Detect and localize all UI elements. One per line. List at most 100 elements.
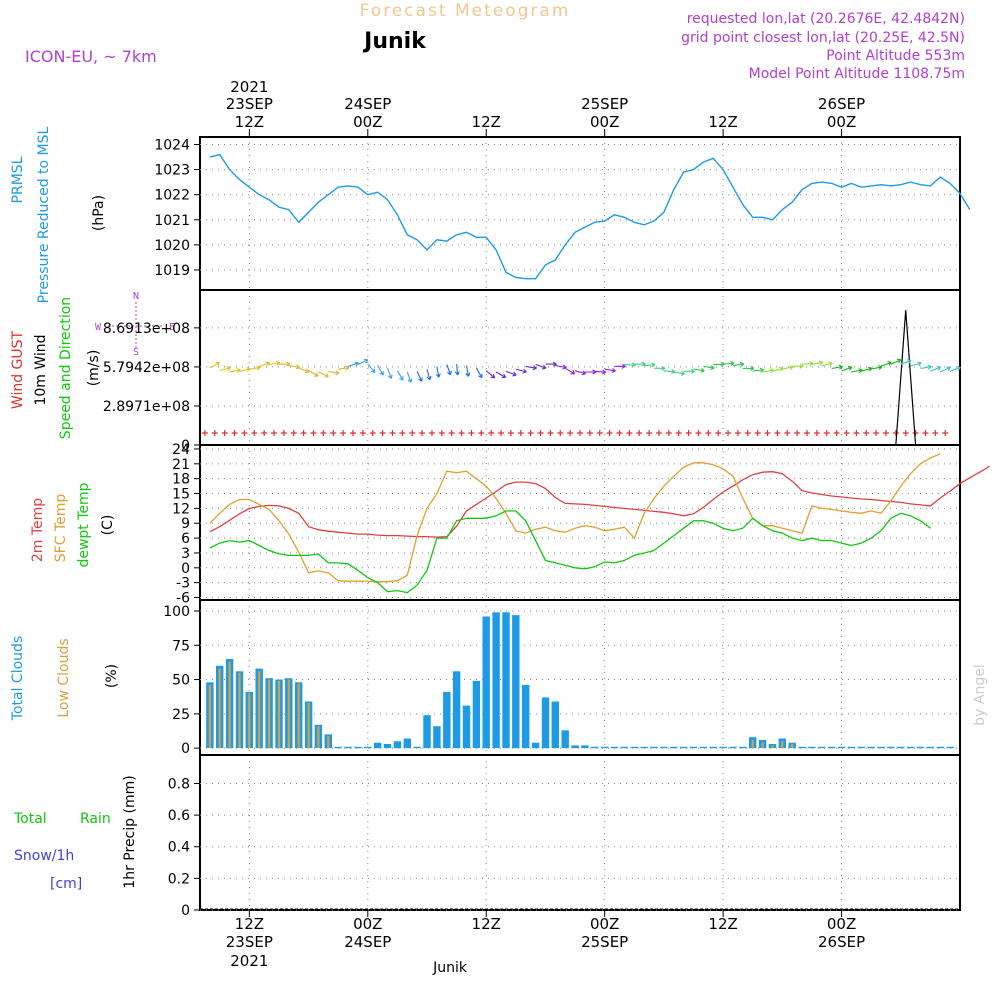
y-tick-label: 0.6 <box>168 808 190 824</box>
wind-arrow <box>634 361 646 367</box>
gust-marker <box>369 430 376 436</box>
wind-arrow <box>564 367 576 375</box>
snow-unit-label: [cm] <box>50 876 82 892</box>
low-cloud-bar <box>277 680 281 749</box>
wind-arrow <box>831 364 843 370</box>
gust-marker <box>379 430 386 436</box>
gust-marker <box>251 430 258 436</box>
total-cloud-bar <box>403 738 411 749</box>
temperature-panel: 2m Temp SFC Temp dewpt Temp (C) -6-30369… <box>30 442 990 607</box>
total-cloud-bar <box>452 671 461 749</box>
wind-arrow <box>367 363 376 374</box>
total-cloud-bar <box>591 746 599 749</box>
gust-marker <box>912 430 919 436</box>
gust-marker <box>261 430 268 436</box>
gust-marker <box>320 430 327 436</box>
gust-marker <box>488 430 495 436</box>
gust-marker <box>655 430 662 436</box>
y-tick-label: -6 <box>176 591 190 607</box>
wind-arrow <box>851 368 863 374</box>
gust-marker <box>300 430 307 436</box>
clouds-panel: Total Clouds Low Clouds (%) 0 25 50 75 100 <box>10 599 961 757</box>
wind-arrow <box>762 368 774 374</box>
gust-marker <box>725 430 732 436</box>
gust-marker <box>626 430 633 436</box>
rain-label: Rain <box>80 811 111 827</box>
wind-arrow <box>505 370 517 377</box>
gust-marker <box>577 430 583 436</box>
total-cloud-bar <box>433 726 441 749</box>
gust-marker <box>794 430 801 436</box>
y-tick-label: 1020 <box>154 238 190 254</box>
total-rain-label: Total <box>13 811 47 827</box>
time-label-top: 00Z <box>827 113 856 131</box>
total-cloud-bar <box>443 691 451 749</box>
wind-arrow <box>949 366 961 372</box>
total-cloud-bar <box>679 746 688 749</box>
gust-marker <box>902 430 909 436</box>
gust-marker <box>596 430 603 436</box>
low-cloud-bar <box>228 661 231 749</box>
gust-marker <box>774 430 781 436</box>
y-tick-label: 1023 <box>154 163 190 179</box>
low-cloud-bar <box>317 726 320 749</box>
wind-arrow <box>811 360 824 366</box>
gust-marker <box>399 430 406 436</box>
prmsl-label: PRMSL <box>10 156 26 203</box>
wind-arrow <box>594 369 607 375</box>
y-tick-label: 2.8971e+08 <box>103 399 190 415</box>
gust-marker <box>211 430 218 436</box>
total-cloud-bar <box>867 746 875 749</box>
time-label-bottom: 00Z <box>353 915 382 933</box>
low-cloud-bar <box>258 671 261 749</box>
wind-arrow <box>318 371 329 378</box>
wind-arrow <box>732 361 745 367</box>
wind-arrow <box>930 365 942 372</box>
total-cloud-bar <box>502 612 510 749</box>
wind-arrow <box>802 361 814 367</box>
gust-marker <box>705 430 712 436</box>
time-label-bottom: 12Z <box>708 915 737 933</box>
gust-marker <box>221 430 228 436</box>
y-tick-label: -3 <box>176 576 190 592</box>
gust-marker <box>349 430 356 436</box>
clouds-unit: (%) <box>104 664 120 688</box>
total-cloud-bar <box>857 746 865 749</box>
total-cloud-bar <box>462 705 471 749</box>
total-cloud-bar <box>936 746 944 749</box>
wind-arrow <box>555 364 567 370</box>
gust-marker <box>389 430 396 436</box>
low-cloud-bar <box>771 745 774 749</box>
wind-arrow <box>683 368 695 374</box>
total-cloud-bar <box>818 746 826 749</box>
time-label-bottom: 00Z <box>590 915 619 933</box>
wind-speed-label: Speed and Direction <box>58 297 74 439</box>
total-cloud-bar <box>630 746 638 749</box>
low-cloud-bar <box>218 668 221 749</box>
wind-arrow <box>604 367 616 373</box>
wind-arrow <box>485 370 496 379</box>
total-cloud-bar <box>561 730 569 749</box>
total-cloud-bar <box>354 746 362 749</box>
wind-arrow <box>782 365 794 371</box>
wind-arrow <box>752 367 765 373</box>
y-tick-label: 0.4 <box>168 840 190 856</box>
station-name: Junik <box>362 29 427 54</box>
wind-arrow <box>219 366 231 372</box>
total-cloud-bar <box>719 746 727 749</box>
compass-w: W <box>95 322 102 333</box>
low-cloud-bar <box>248 693 251 749</box>
gust-spike <box>895 310 917 446</box>
low-cloud-bar <box>791 744 794 749</box>
wind-arrow <box>920 364 932 370</box>
wind-arrow <box>454 364 460 376</box>
gust-marker <box>813 430 820 436</box>
time-label-top: 12Z <box>235 113 264 131</box>
temp-unit: (C) <box>100 515 116 536</box>
total-cloud-bar <box>364 746 372 749</box>
wind-panel: Wind GUST 10m Wind Speed and Direction (… <box>10 289 961 454</box>
wind-arrow <box>308 370 319 377</box>
y-tick-label: 1021 <box>154 213 190 229</box>
gust-marker <box>271 430 278 436</box>
